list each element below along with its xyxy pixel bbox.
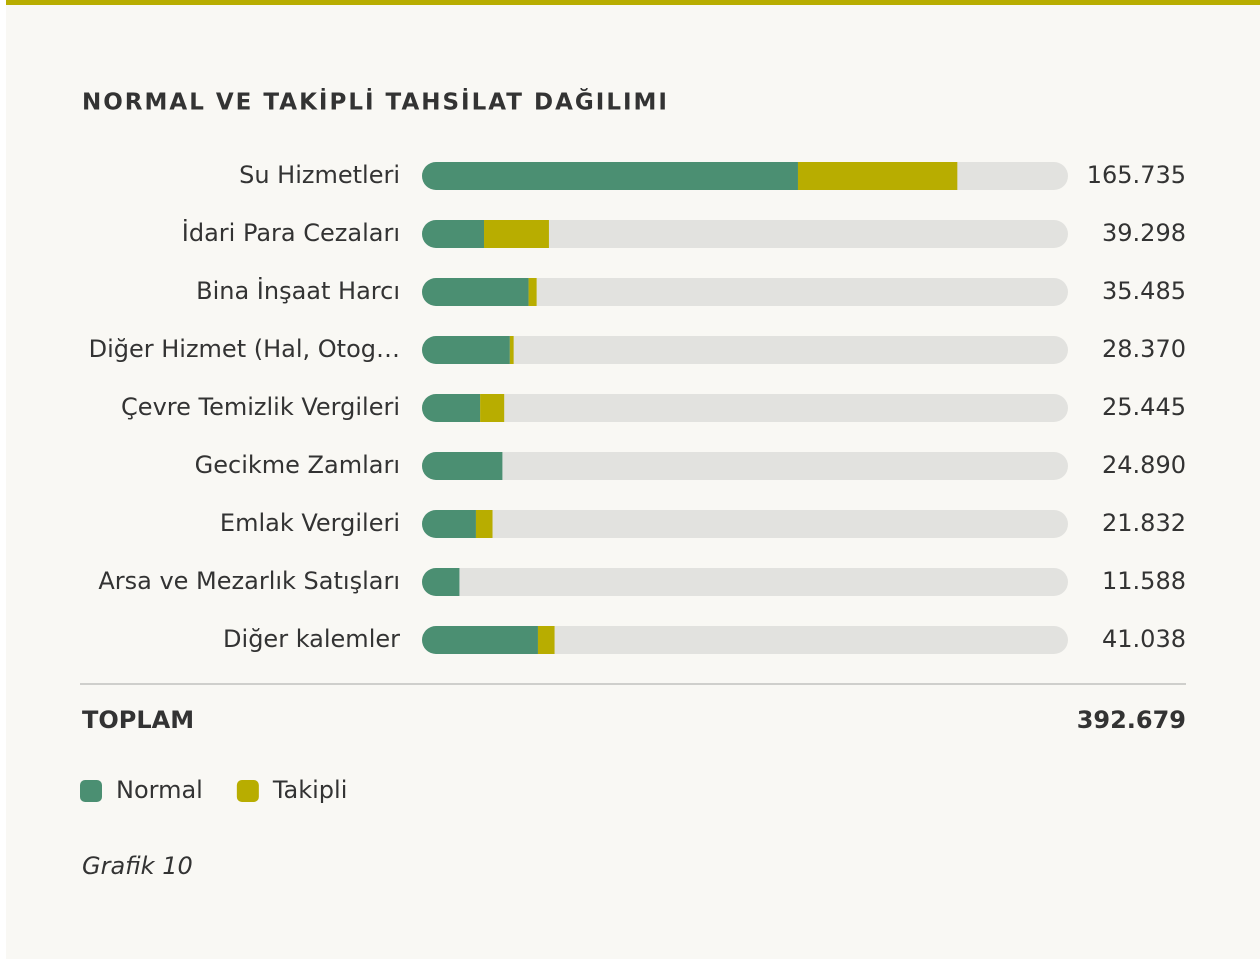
total-label: 35.485 [1102,277,1186,305]
bar-segment [475,510,493,538]
top-border [6,0,1260,5]
total-label: 41.038 [1102,625,1186,653]
chart-title: NORMAL VE TAKİPLİ TAHSİLAT DAĞILIMI [82,88,669,116]
sum-label: TOPLAM [82,706,194,734]
bar-segment [422,278,529,306]
total-label: 11.588 [1102,567,1186,595]
category-label: Bina İnşaat Harcı [196,276,400,305]
total-label: 28.370 [1102,335,1186,363]
bar-segment [537,626,555,654]
track [422,220,1068,248]
track [422,510,1068,538]
category-label: Gecikme Zamları [195,451,400,479]
category-label: Arsa ve Mezarlık Satışları [98,567,400,595]
bar-segment [422,568,460,596]
category-label: Diğer Hizmet (Hal, Otog… [89,335,400,363]
bar-segment [797,162,958,190]
bar-segment [422,394,481,422]
bar-segment [422,162,798,190]
bar-segment [422,220,485,248]
bar-segment [480,394,505,422]
total-label: 165.735 [1087,161,1186,189]
legend-label: Takipli [272,776,348,804]
bar-segment [422,336,510,364]
track [422,394,1068,422]
left-edge [0,0,6,959]
track [422,626,1068,654]
track [422,278,1068,306]
bar-segment [422,510,476,538]
bar-segment [509,336,514,364]
sum-value: 392.679 [1077,706,1186,734]
legend-swatch [80,780,102,802]
caption: Grafik 10 [82,852,193,880]
track [422,568,1068,596]
category-label: Emlak Vergileri [220,509,400,537]
bar-segment [484,220,549,248]
legend-swatch [236,780,259,802]
total-label: 39.298 [1102,219,1186,247]
category-label: Diğer kalemler [223,625,400,653]
category-label: Su Hizmetleri [239,161,400,189]
total-label: 24.890 [1102,451,1186,479]
category-label: Çevre Temizlik Vergileri [121,393,400,421]
total-label: 21.832 [1102,509,1186,537]
track [422,452,1068,480]
bar-segment [422,452,503,480]
category-label: İdari Para Cezaları [182,218,400,247]
legend-label: Normal [116,776,203,804]
bar-segment [528,278,537,306]
bar-segment [422,626,538,654]
total-label: 25.445 [1102,393,1186,421]
track [422,336,1068,364]
